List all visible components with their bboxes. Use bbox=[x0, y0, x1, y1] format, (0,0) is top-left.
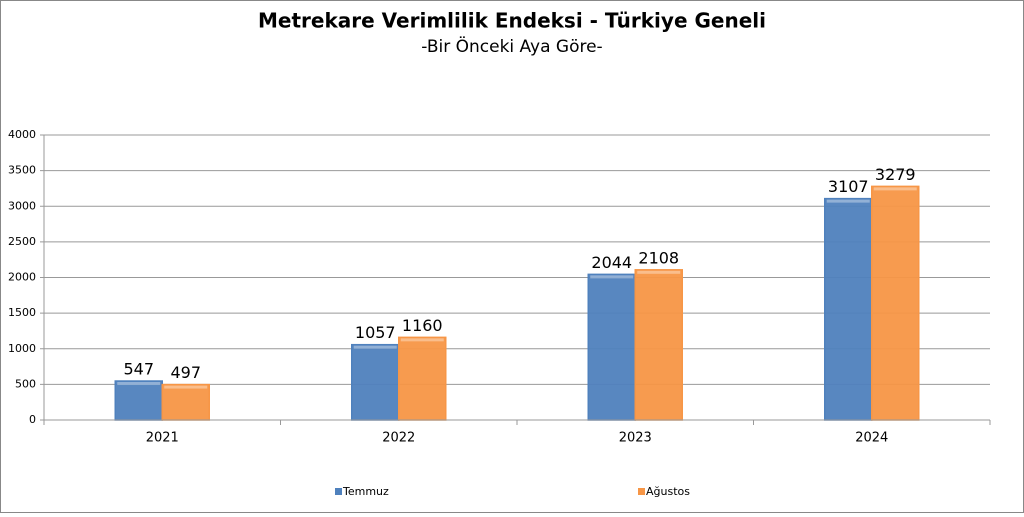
legend-label: Temmuz bbox=[342, 485, 389, 498]
y-tick-label: 2000 bbox=[8, 271, 36, 284]
data-label: 3107 bbox=[828, 177, 869, 196]
chart-subtitle: -Bir Önceki Aya Göre- bbox=[421, 35, 602, 57]
bar bbox=[587, 273, 636, 421]
bar bbox=[634, 269, 683, 421]
data-label: 2044 bbox=[591, 253, 632, 272]
y-tick-label: 0 bbox=[29, 413, 36, 426]
bar-highlight bbox=[164, 385, 208, 389]
bar-highlight bbox=[826, 199, 870, 203]
chart-title: Metrekare Verimlilik Endeksi - Türkiye G… bbox=[258, 9, 766, 33]
data-label: 497 bbox=[170, 363, 201, 382]
y-tick-label: 4000 bbox=[8, 128, 36, 141]
legend-label: Ağustos bbox=[646, 485, 690, 498]
y-tick-label: 2500 bbox=[8, 235, 36, 248]
y-tick-label: 3500 bbox=[8, 164, 36, 177]
y-tick-label: 3000 bbox=[8, 199, 36, 212]
bar bbox=[871, 185, 920, 421]
bar bbox=[114, 380, 163, 421]
bar bbox=[161, 383, 210, 421]
bar bbox=[824, 197, 873, 421]
data-label: 2108 bbox=[638, 248, 679, 267]
legend-swatch bbox=[335, 488, 342, 495]
x-tick-label: 2022 bbox=[382, 431, 415, 446]
data-label: 547 bbox=[123, 360, 154, 379]
legend-swatch bbox=[638, 488, 645, 495]
bar-highlight bbox=[637, 270, 681, 274]
data-label: 3279 bbox=[875, 165, 916, 184]
bar-highlight bbox=[353, 345, 397, 349]
x-tick-label: 2021 bbox=[146, 431, 179, 446]
y-tick-label: 500 bbox=[15, 377, 36, 390]
x-tick-label: 2023 bbox=[619, 431, 652, 446]
y-tick-label: 1500 bbox=[8, 306, 36, 319]
bar-highlight bbox=[873, 187, 917, 191]
bar bbox=[351, 343, 400, 421]
y-tick-label: 1000 bbox=[8, 342, 36, 355]
x-tick-label: 2024 bbox=[855, 431, 888, 446]
bar-highlight bbox=[400, 338, 444, 342]
data-label: 1057 bbox=[355, 323, 396, 342]
data-label: 1160 bbox=[402, 316, 443, 335]
bar bbox=[398, 336, 447, 421]
bar-highlight bbox=[117, 382, 161, 386]
bar-highlight bbox=[590, 275, 634, 279]
